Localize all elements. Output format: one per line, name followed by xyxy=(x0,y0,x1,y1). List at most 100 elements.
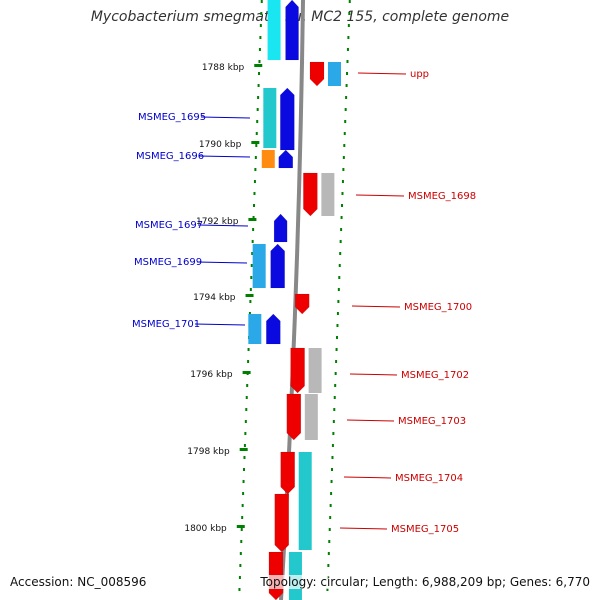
gene-label-reverse: MSMEG_1698 xyxy=(408,191,476,202)
gene-feature-orange xyxy=(261,150,275,168)
gene-label-reverse: MSMEG_1704 xyxy=(395,473,463,484)
gene-label-forward: MSMEG_1696 xyxy=(136,151,204,162)
rail-tick xyxy=(259,24,262,27)
kbp-tick-mark xyxy=(248,218,257,221)
rail-tick xyxy=(258,60,261,63)
gene-label-reverse: upp xyxy=(410,69,429,80)
rail-tick xyxy=(332,420,335,423)
rail-tick xyxy=(259,36,262,39)
label-connector xyxy=(200,116,251,119)
rail-tick xyxy=(248,312,251,315)
rail-tick xyxy=(334,372,337,375)
rail-tick xyxy=(329,504,332,507)
rail-tick xyxy=(342,156,345,159)
kbp-tick-label: 1794 kbp xyxy=(193,293,236,303)
gene-label-forward: MSMEG_1701 xyxy=(132,319,200,330)
gene-arrow-reverse xyxy=(280,451,295,495)
label-connector xyxy=(357,72,407,75)
rail-tick xyxy=(336,324,339,327)
rail-tick xyxy=(238,576,241,579)
rail-tick xyxy=(242,492,245,495)
rail-tick xyxy=(339,240,342,243)
rail-tick xyxy=(335,360,338,363)
rail-tick xyxy=(330,492,333,495)
kbp-tick-mark xyxy=(245,294,254,297)
rail-tick xyxy=(333,408,336,411)
rail-tick xyxy=(347,36,350,39)
kbp-tick-label: 1800 kbp xyxy=(184,524,227,534)
rail-tick xyxy=(258,72,261,75)
rail-tick xyxy=(343,132,346,135)
rail-tick xyxy=(256,108,259,111)
gene-label-forward: MSMEG_1697 xyxy=(135,220,203,231)
rail-tick xyxy=(251,252,254,255)
map-title: Mycobacterium smegmatis str. MC2 155, co… xyxy=(90,9,510,25)
gene-label-reverse: MSMEG_1700 xyxy=(404,302,472,313)
gene-arrow-forward xyxy=(273,213,288,243)
rail-tick xyxy=(341,204,344,207)
rail-tick xyxy=(247,348,250,351)
rail-tick xyxy=(329,516,332,519)
rail-tick xyxy=(243,468,246,471)
label-connector xyxy=(339,527,388,530)
accession-label: Accession: NC_008596 xyxy=(10,575,147,589)
rail-tick xyxy=(326,588,329,591)
rail-tick xyxy=(242,480,245,483)
rail-tick xyxy=(256,120,259,123)
rail-tick xyxy=(258,48,261,51)
rail-tick xyxy=(328,540,331,543)
rail-tick xyxy=(327,552,330,555)
gene-feature-gray xyxy=(308,348,322,393)
rail-tick xyxy=(254,168,257,171)
rail-tick xyxy=(336,312,339,315)
rail-tick xyxy=(257,96,260,99)
rail-tick xyxy=(250,264,253,267)
kbp-tick-label: 1790 kbp xyxy=(199,140,242,150)
rail-tick xyxy=(341,180,344,183)
rail-tick xyxy=(348,0,351,3)
rail-tick xyxy=(257,84,260,87)
rail-tick xyxy=(348,12,351,15)
rail-tick xyxy=(344,120,347,123)
rail-tick xyxy=(253,180,256,183)
rail-tick xyxy=(336,336,339,339)
gene-label-forward: MSMEG_1699 xyxy=(134,257,202,268)
rail-tick xyxy=(338,264,341,267)
gene-feature-gray xyxy=(304,394,318,440)
label-connector xyxy=(343,476,392,479)
rail-tick xyxy=(260,0,263,3)
kbp-tick-label: 1788 kbp xyxy=(202,63,245,73)
gene-feature-cyan xyxy=(298,452,312,550)
rail-tick xyxy=(244,420,247,423)
rail-tick xyxy=(243,444,246,447)
gene-arrow-reverse xyxy=(290,347,305,394)
gene-arrow-reverse xyxy=(286,393,302,441)
rail-tick xyxy=(346,72,349,75)
rail-tick xyxy=(342,168,345,171)
rail-tick xyxy=(260,12,263,15)
rail-tick xyxy=(347,24,350,27)
rail-tick xyxy=(334,384,337,387)
kbp-tick-label: 1798 kbp xyxy=(187,447,230,457)
gene-feature-cyan xyxy=(263,88,277,148)
label-connector xyxy=(194,323,246,326)
rail-tick xyxy=(343,144,346,147)
rail-tick xyxy=(253,204,256,207)
rail-tick xyxy=(331,456,334,459)
rail-tick xyxy=(255,132,258,135)
rail-tick xyxy=(346,48,349,51)
rail-tick xyxy=(245,408,248,411)
rail-tick xyxy=(330,480,333,483)
gene-arrow-reverse xyxy=(303,172,318,217)
label-connector xyxy=(196,261,248,264)
gene-label-forward: MSMEG_1695 xyxy=(138,112,206,123)
rail-tick xyxy=(335,348,338,351)
gene-label-reverse: MSMEG_1703 xyxy=(398,416,466,427)
kbp-tick-label: 1796 kbp xyxy=(190,370,233,380)
rail-tick xyxy=(344,108,347,111)
right-tick-rail xyxy=(326,0,351,591)
rail-tick xyxy=(240,528,243,531)
rail-tick xyxy=(254,156,257,159)
rail-tick xyxy=(249,288,252,291)
